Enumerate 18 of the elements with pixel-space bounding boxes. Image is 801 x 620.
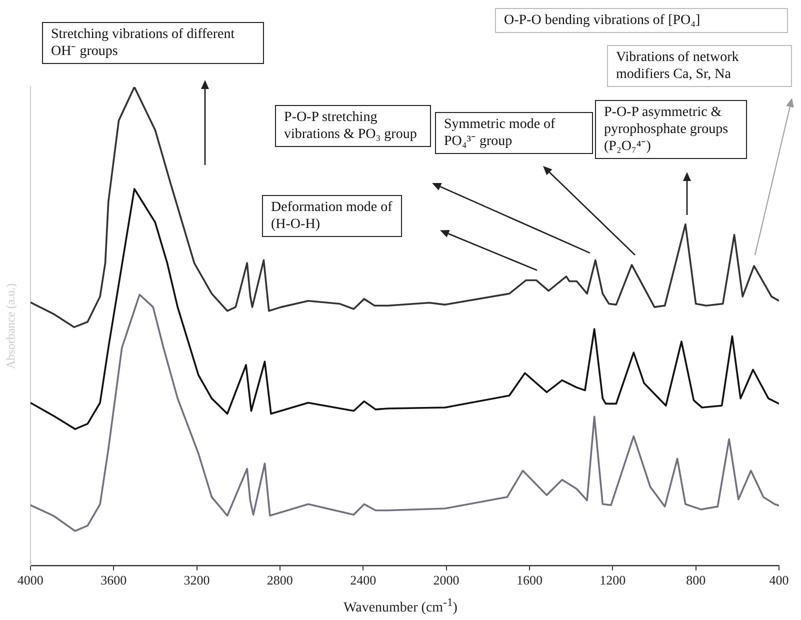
text: Stretching vibrations of different OH⁻ groups	[42, 22, 264, 64]
annotation: P-O-P stretching vibrations & PO₃ group	[275, 105, 431, 147]
x-tick-label: 3600	[100, 572, 127, 588]
x-tick-label: 2000	[433, 572, 460, 588]
x-tick-label: 2800	[266, 572, 293, 588]
annotation: Deformation mode of (H-O-H)	[262, 195, 402, 237]
x-tick-label: 800	[686, 572, 706, 588]
text: O-P-O bending vibrations of [PO₄]	[495, 8, 788, 33]
x-tick-label: 4000	[17, 572, 44, 588]
x-tick-label: 1200	[600, 572, 626, 588]
x-tick-label: 1600	[516, 572, 542, 588]
text: Vibrations of network modifiers Ca, Sr, Na	[607, 45, 792, 87]
x-axis-title: Wavenumber (cm$^{-1}$)	[342, 596, 458, 617]
x-tick-label: 2400	[350, 572, 376, 588]
annotation: P-O-P asymmetric & pyrophosphate groups (P₂O₇⁴⁻)	[595, 100, 747, 159]
x-tick-label: 3200	[184, 572, 210, 588]
x-tick-label: 400	[769, 572, 789, 588]
annotation: Symmetric mode of PO₄³⁻ group	[435, 112, 593, 154]
